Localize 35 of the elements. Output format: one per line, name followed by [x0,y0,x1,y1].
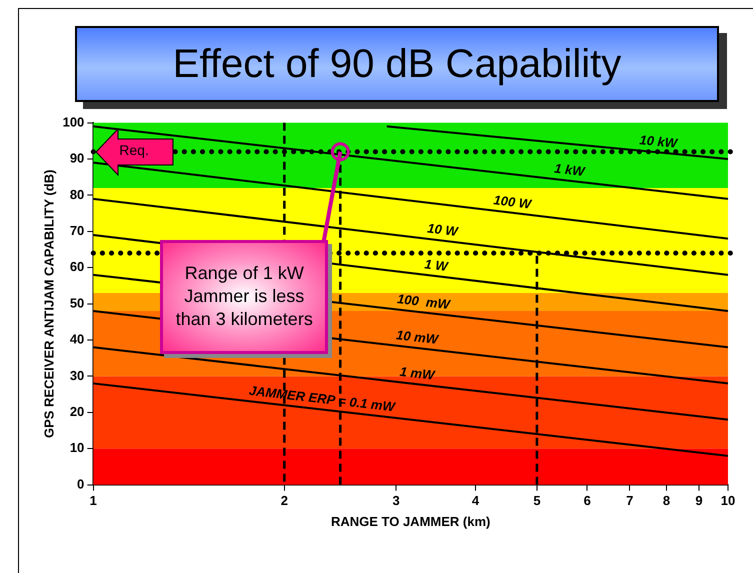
annotation: Req. [119,142,149,158]
y-tick-label: 20 [70,404,84,419]
x-tick-label: 10 [720,493,736,508]
x-tick-label: 5 [533,493,541,508]
text: 1 mW [399,364,437,383]
annotation: Range of 1 kW Jammer is less than 3 kilometers [160,240,328,354]
y-tick-label: 60 [70,259,84,274]
x-tick-label: 7 [626,493,634,508]
x-tick-label: 6 [584,493,591,508]
x-axis-title: RANGE TO JAMMER (km) [330,514,490,529]
y-tick-label: 10 [70,440,84,456]
x-tick-label: 8 [662,493,670,508]
text: 100 W [492,192,534,212]
y-tick-label: 30 [70,368,84,383]
y-tick-label: 40 [70,332,84,347]
y-tick-label: 50 [70,295,84,310]
callout-box: Range of 1 kW Jammer is less than 3 kilometers [160,142,352,358]
y-axis-title: GPS RECEIVER ANTIJAM CAPABILITY (dB) [41,170,56,438]
text: 10 W [426,220,460,240]
x-tick-label: 9 [695,493,703,508]
y-tick-label: 90 [70,150,84,166]
text: 1 kW [554,160,588,180]
y-tick-label: 100 [62,114,84,130]
x-tick-label: 2 [280,493,288,508]
y-tick-label: 0 [77,476,84,492]
x-tick-label: 1 [90,493,97,508]
x-tick-label: 3 [392,493,400,508]
y-tick-label: 70 [70,222,84,238]
text: 10 mW [395,327,440,348]
y-tick-label: 80 [70,186,84,202]
chart-title: Effect of 90 dB Capability [75,26,719,102]
x-tick-label: 4 [472,493,480,508]
text: 100 mW [396,291,452,312]
text: 1 W [424,256,450,274]
text: 10 kW [638,132,680,151]
